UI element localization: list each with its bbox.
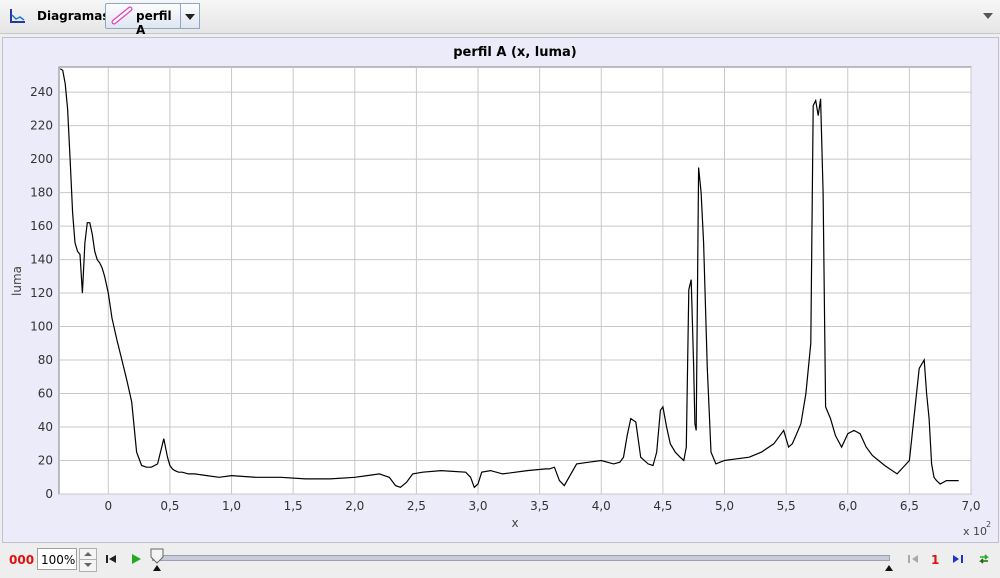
y-axis-label: luma [10,266,24,296]
y-tick-label: 60 [38,387,53,401]
step-back-icon[interactable] [906,552,920,566]
x-scale-exponent: 2 [986,520,991,529]
x-tick-label: 4,0 [592,499,611,513]
chevron-down-icon [185,14,195,20]
diagrams-title: Diagramas [37,9,110,23]
chart-title: perfil A (x, luma) [453,45,577,60]
x-scale-factor: x 10 [963,525,987,538]
x-tick-label: 2,0 [345,499,364,513]
frame-counter: 000 [9,553,35,567]
x-tick-label: 5,5 [777,499,796,513]
y-tick-label: 100 [30,320,53,334]
luma-series-line [59,68,959,489]
x-tick-label: 4,5 [653,499,672,513]
play-icon[interactable] [129,552,143,566]
y-tick-label: 120 [30,286,53,300]
zoom-field[interactable]: 100% [37,548,77,570]
x-tick-label: 2,5 [407,499,426,513]
frame-slider[interactable] [152,555,890,561]
y-tick-label: 240 [30,85,53,99]
x-tick-label: 6,5 [900,499,919,513]
y-tick-label: 140 [30,253,53,267]
chart-panel: 0 0,5 1,0 1,5 2,0 2,5 3,0 3,5 4,0 4,5 5,0 5,5 6,0 6,5… [2,37,999,543]
x-tick-label: 6,0 [838,499,857,513]
track-selector-button[interactable]: perfil A [105,3,181,37]
x-tick-label: 0 [104,499,112,513]
options-menu-icon[interactable] [983,13,993,19]
step-size[interactable]: 1 [931,553,940,567]
y-tick-label: 0 [45,487,53,501]
y-tick-label: 180 [30,186,53,200]
tape-measure-icon [111,6,133,25]
track-name: perfil A [136,9,172,37]
slider-thumb[interactable] [150,548,164,564]
step-forward-icon[interactable] [951,552,965,566]
end-marker-icon[interactable] [884,564,894,572]
reset-icon[interactable] [104,552,118,566]
y-tick-label: 220 [30,119,53,133]
x-tick-label: 1,5 [284,499,303,513]
luma-profile-chart[interactable]: 0 0,5 1,0 1,5 2,0 2,5 3,0 3,5 4,0 4,5 5,0 5,5 6,0 6,5… [3,38,998,542]
toolbar: Diagramas perfil A [0,0,1000,37]
y-tick-label: 40 [38,420,53,434]
y-tick-label: 80 [38,353,53,367]
x-tick-label: 5,0 [715,499,734,513]
x-tick-label: 3,5 [530,499,549,513]
x-tick-label: 3,0 [468,499,487,513]
plot-area [58,66,972,495]
start-marker-icon[interactable] [152,564,162,572]
y-tick-label: 200 [30,152,53,166]
player-bar: 000 100% 1 [0,544,1000,578]
x-axis-label: x [511,516,518,530]
loop-icon[interactable] [977,552,991,566]
y-tick-label: 160 [30,219,53,233]
y-tick-label: 20 [38,454,53,468]
zoom-spin-down[interactable] [79,559,97,572]
x-tick-label: 1,0 [222,499,241,513]
track-dropdown-button[interactable] [180,3,200,29]
x-tick-label: 7,0 [961,499,980,513]
x-tick-label: 0,5 [160,499,179,513]
chart-icon[interactable] [8,7,26,25]
